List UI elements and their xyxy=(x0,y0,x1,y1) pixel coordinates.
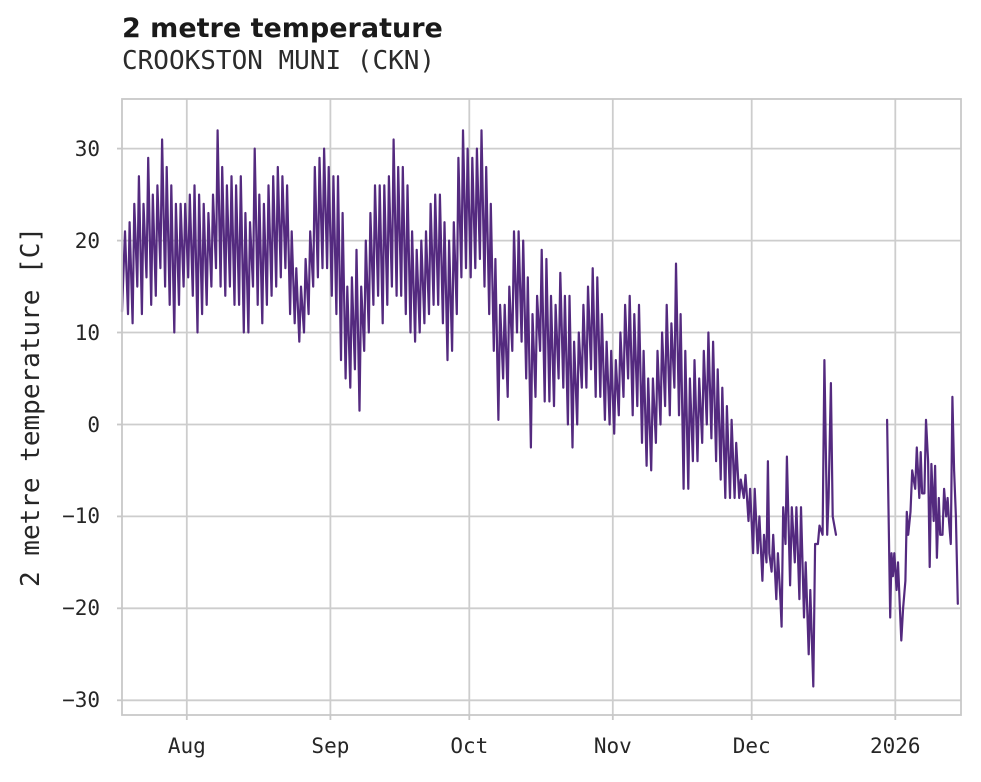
x-tick-label: Nov xyxy=(593,734,632,758)
x-tick-label: Sep xyxy=(311,734,350,758)
chart-title: 2 metre temperature xyxy=(122,13,443,44)
chart-canvas xyxy=(117,98,962,720)
y-tick-label: −20 xyxy=(62,596,100,621)
gridlines xyxy=(122,99,961,715)
y-tick-label: 30 xyxy=(74,136,100,161)
plot-border xyxy=(121,98,962,716)
x-tick-label: 2026 xyxy=(870,734,921,758)
x-tick-label: Aug xyxy=(167,734,206,758)
y-tick-label: 10 xyxy=(74,320,100,345)
y-axis-label: 2 metre temperature [C] xyxy=(16,226,46,588)
y-tick-label: −10 xyxy=(62,504,100,529)
y-tick-label: 0 xyxy=(87,412,100,437)
x-tick-label: Oct xyxy=(450,734,489,758)
temperature-line xyxy=(120,129,959,688)
x-tick-label: Dec xyxy=(732,734,771,758)
y-tick-label: 20 xyxy=(74,228,100,253)
plot-area: Aug Sep Oct Nov Dec 2026 30 20 10 0 −10 −20 −30 xyxy=(62,98,962,758)
y-tick-label: −30 xyxy=(62,688,100,713)
chart-subtitle: CROOKSTON MUNI (CKN) xyxy=(122,46,436,76)
